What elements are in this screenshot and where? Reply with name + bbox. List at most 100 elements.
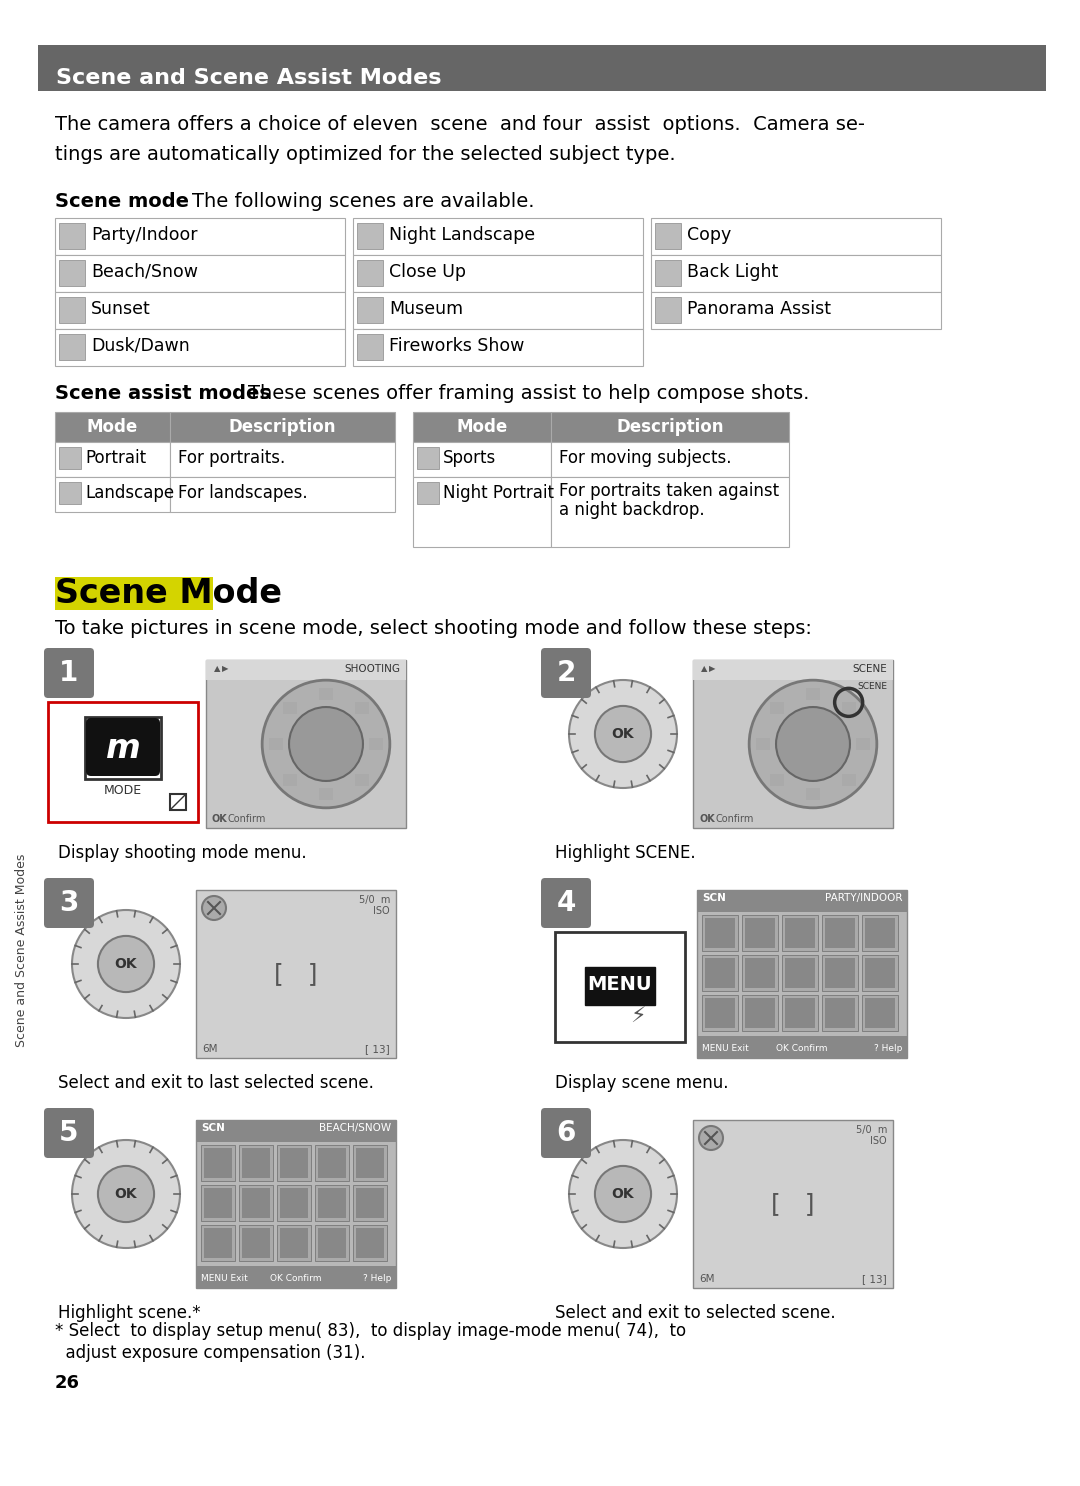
Bar [195, 1120, 396, 1288]
Bar [651, 218, 941, 256]
Text: MENU Exit: MENU Exit [702, 1045, 748, 1054]
Bar [283, 774, 297, 786]
Bar [841, 774, 855, 786]
Bar [242, 1227, 270, 1259]
Bar [806, 789, 820, 801]
Bar [555, 932, 685, 1042]
Bar [318, 1149, 346, 1178]
Text: Portrait: Portrait [85, 449, 146, 467]
Text: 1: 1 [59, 658, 79, 687]
Circle shape [262, 681, 390, 808]
Bar [756, 739, 770, 750]
Bar [862, 915, 897, 951]
Circle shape [595, 706, 651, 762]
Text: tings are automatically optimized for the selected subject type.: tings are automatically optimized for th… [55, 146, 676, 163]
Circle shape [750, 681, 877, 808]
Bar [825, 999, 855, 1028]
Bar [59, 447, 81, 470]
Bar [354, 703, 368, 715]
Text: 2: 2 [556, 658, 576, 687]
Bar [697, 1036, 907, 1058]
Bar [413, 412, 551, 441]
Bar [55, 256, 345, 293]
Bar [856, 739, 870, 750]
Text: Beach/Snow: Beach/Snow [91, 263, 198, 281]
Circle shape [72, 1140, 180, 1248]
Text: Scene Mode: Scene Mode [55, 577, 282, 609]
Bar [55, 328, 345, 366]
Bar [319, 688, 333, 700]
Bar [825, 958, 855, 988]
Bar [353, 293, 643, 328]
Bar [242, 1187, 270, 1219]
Bar [201, 1184, 235, 1221]
Bar [55, 218, 345, 256]
Bar [654, 223, 681, 250]
Text: Landscape: Landscape [85, 484, 174, 502]
Text: Sports: Sports [443, 449, 496, 467]
Text: ? Help: ? Help [363, 1274, 391, 1282]
FancyBboxPatch shape [541, 1109, 591, 1158]
Bar [770, 774, 784, 786]
Text: 5/0  m: 5/0 m [855, 1125, 887, 1135]
Bar [806, 688, 820, 700]
Bar [59, 223, 85, 250]
Text: OK: OK [114, 957, 137, 970]
Text: MENU Exit: MENU Exit [201, 1274, 247, 1282]
Bar [356, 1187, 384, 1219]
Bar [705, 958, 735, 988]
Bar [206, 660, 406, 828]
Bar [206, 660, 406, 681]
Circle shape [98, 1167, 154, 1221]
Bar [48, 701, 198, 822]
Bar [697, 890, 907, 1058]
Bar [702, 955, 738, 991]
Text: Scene and Scene Assist Modes: Scene and Scene Assist Modes [56, 68, 442, 88]
Text: 5: 5 [59, 1119, 79, 1147]
Text: Display scene menu.: Display scene menu. [555, 1074, 729, 1092]
Text: Highlight SCENE.: Highlight SCENE. [555, 844, 696, 862]
Text: ▲: ▲ [701, 664, 707, 673]
Text: [   ]: [ ] [274, 961, 318, 987]
Bar [651, 256, 941, 293]
Bar [745, 918, 775, 948]
Circle shape [699, 1126, 723, 1150]
Text: Night Portrait: Night Portrait [443, 484, 554, 502]
Bar [693, 660, 893, 681]
Bar [283, 703, 297, 715]
FancyBboxPatch shape [44, 1109, 94, 1158]
Text: Panorama Assist: Panorama Assist [687, 300, 831, 318]
Bar [841, 703, 855, 715]
Bar [315, 1184, 349, 1221]
Text: 6M: 6M [699, 1274, 715, 1284]
Bar [195, 1266, 396, 1288]
Text: Select and exit to last selected scene.: Select and exit to last selected scene. [58, 1074, 374, 1092]
Bar [59, 334, 85, 360]
Text: PARTY/INDOOR: PARTY/INDOOR [824, 893, 902, 903]
Bar [195, 1120, 396, 1143]
Text: Description: Description [617, 418, 724, 435]
Bar [280, 1227, 308, 1259]
Text: SCENE: SCENE [852, 664, 887, 675]
Bar [59, 481, 81, 504]
Bar [742, 915, 778, 951]
Text: MODE: MODE [104, 785, 143, 796]
Bar [417, 481, 438, 504]
Text: The camera offers a choice of eleven  scene  and four  assist  options.  Camera : The camera offers a choice of eleven sce… [55, 114, 865, 134]
Bar [742, 996, 778, 1031]
Bar [782, 955, 818, 991]
Bar [353, 1224, 387, 1262]
Circle shape [289, 707, 363, 782]
Bar [242, 1149, 270, 1178]
Circle shape [777, 707, 850, 782]
Text: a night backdrop.: a night backdrop. [559, 501, 704, 519]
Text: Select and exit to selected scene.: Select and exit to selected scene. [555, 1305, 836, 1323]
Text: SCN: SCN [201, 1123, 225, 1132]
Bar [702, 915, 738, 951]
Circle shape [569, 1140, 677, 1248]
Text: adjust exposure compensation (31).: adjust exposure compensation (31). [55, 1343, 365, 1363]
Text: Close Up: Close Up [389, 263, 465, 281]
Text: For moving subjects.: For moving subjects. [559, 449, 731, 467]
Bar [551, 412, 789, 441]
Bar [276, 1224, 311, 1262]
